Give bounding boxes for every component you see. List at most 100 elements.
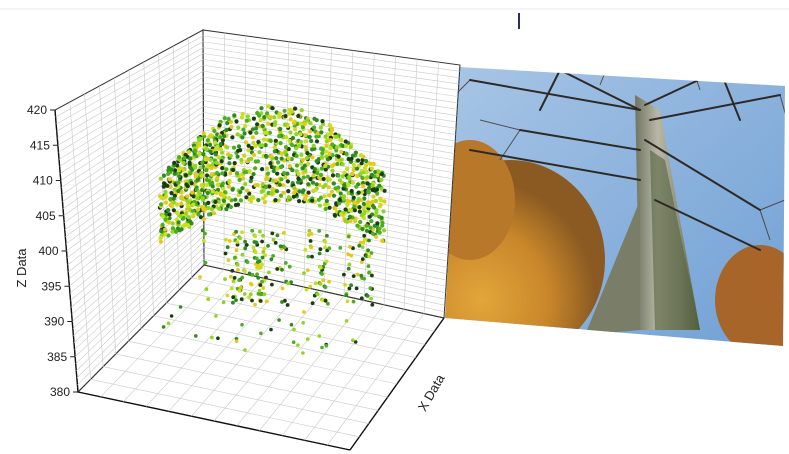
data-point [278, 126, 283, 132]
data-point [161, 173, 167, 178]
data-point [267, 184, 272, 189]
data-point [261, 196, 266, 201]
data-point [286, 189, 291, 194]
data-point [177, 174, 182, 179]
data-point [161, 184, 166, 189]
data-point [366, 203, 372, 208]
data-point [188, 171, 193, 176]
marker-glyph [518, 13, 520, 29]
data-point [256, 198, 261, 203]
data-point [277, 182, 282, 187]
data-point [339, 149, 344, 154]
grid-line [128, 69, 142, 329]
data-point [206, 205, 211, 210]
grid-line [403, 59, 418, 310]
data-point [171, 196, 176, 201]
data-point [370, 183, 375, 188]
data-point [258, 117, 263, 123]
data-point [185, 203, 190, 208]
z-tick-label: 395 [41, 279, 61, 293]
data-point [175, 211, 180, 216]
data-point [237, 278, 242, 282]
data-point [232, 161, 237, 166]
data-point [214, 160, 219, 165]
data-point [270, 282, 274, 287]
data-point [345, 198, 350, 203]
data-point [245, 188, 250, 193]
data-point [215, 176, 220, 181]
data-point [345, 166, 350, 172]
data-point [269, 115, 274, 120]
data-point [355, 166, 360, 171]
z-tick-label: 400 [38, 244, 58, 258]
data-point [239, 297, 244, 302]
data-point [231, 145, 237, 150]
data-point [351, 338, 355, 343]
data-point [358, 171, 363, 176]
data-point [197, 143, 202, 148]
z-tick-label: 380 [50, 385, 70, 399]
data-point [243, 269, 247, 273]
data-point [369, 219, 374, 224]
data-point [300, 125, 305, 130]
data-point [223, 277, 227, 281]
data-point [220, 138, 225, 143]
data-point [166, 233, 171, 238]
data-point [344, 319, 349, 323]
data-point [336, 173, 341, 178]
data-point [228, 204, 233, 210]
data-point [253, 143, 258, 148]
data-point [291, 340, 296, 345]
data-point [297, 143, 302, 148]
data-point [234, 119, 239, 124]
data-point [196, 207, 201, 212]
data-point [340, 143, 345, 149]
data-point [205, 182, 210, 187]
data-point [280, 267, 284, 272]
data-point [250, 194, 255, 200]
data-point [197, 151, 202, 156]
data-point [347, 262, 352, 267]
data-point [349, 156, 354, 161]
data-point [312, 167, 317, 172]
data-point [218, 191, 223, 196]
data-point [324, 139, 329, 144]
data-point [216, 199, 221, 204]
data-point [364, 170, 369, 175]
data-point [214, 190, 219, 196]
data-point [283, 150, 288, 155]
data-point [294, 146, 299, 151]
data-point [229, 286, 234, 291]
data-point [245, 114, 250, 119]
data-point [308, 284, 313, 289]
data-point [377, 230, 382, 235]
data-point [266, 104, 271, 109]
data-point [308, 129, 313, 134]
data-point [249, 282, 254, 287]
data-point [321, 184, 326, 190]
data-point [361, 240, 366, 245]
z-tick-label: 410 [33, 174, 53, 188]
data-point [243, 348, 247, 352]
data-point [367, 238, 371, 243]
data-point [264, 275, 268, 280]
data-point [262, 246, 267, 251]
data-point [350, 172, 355, 177]
data-point [290, 168, 295, 173]
data-point [200, 196, 205, 201]
data-point [329, 164, 335, 169]
data-point [203, 260, 208, 265]
data-point [324, 198, 329, 204]
data-point [349, 283, 353, 288]
data-point [178, 305, 183, 309]
data-point [172, 171, 177, 176]
data-point [340, 174, 345, 179]
data-point [320, 119, 325, 124]
data-point [266, 244, 270, 248]
data-point [355, 272, 360, 277]
data-point [170, 221, 175, 226]
data-point [188, 156, 193, 161]
data-point [222, 116, 227, 121]
data-point [247, 169, 252, 174]
data-point [222, 134, 227, 139]
